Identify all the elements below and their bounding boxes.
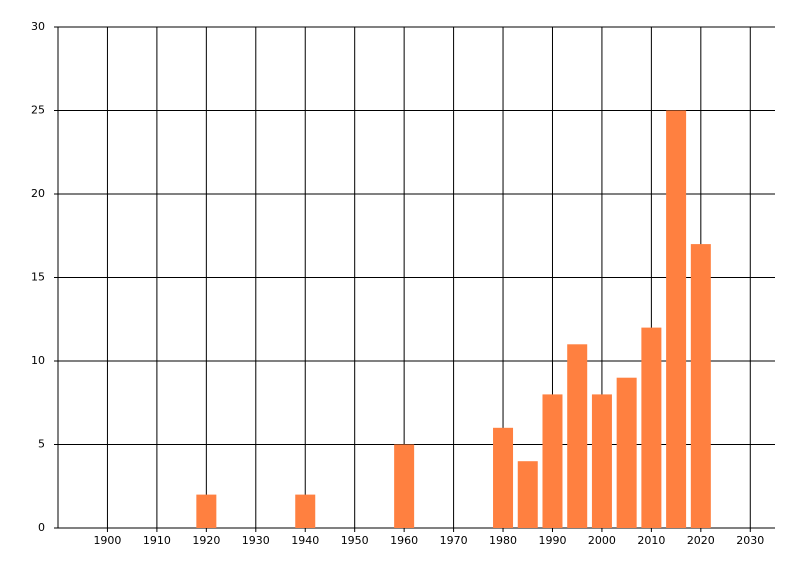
bar [591,394,612,528]
x-tick-label: 2020 [687,534,715,547]
x-tick-label: 1920 [192,534,220,547]
y-tick-label: 30 [31,20,45,33]
bar [542,394,563,528]
x-tick-label: 2030 [736,534,764,547]
x-tick-label: 1950 [341,534,369,547]
bar [666,110,687,528]
x-tick-label: 1940 [291,534,319,547]
bar [567,344,588,528]
bar [196,494,217,528]
bar [616,377,637,528]
y-tick-label: 20 [31,187,45,200]
x-tick-label: 1910 [143,534,171,547]
x-tick-label: 1930 [242,534,270,547]
x-tick-label: 1980 [489,534,517,547]
x-tick-label: 1900 [93,534,121,547]
bar [641,327,662,528]
y-tick-label: 5 [38,438,45,451]
x-tick-label: 2010 [637,534,665,547]
bar [493,427,514,528]
x-tick-label: 1990 [538,534,566,547]
bar [690,244,711,528]
y-tick-label: 0 [38,521,45,534]
x-tick-label: 1960 [390,534,418,547]
bar [295,494,316,528]
x-tick-label: 1970 [440,534,468,547]
bar [394,444,415,528]
bar [517,461,538,528]
y-tick-label: 15 [31,271,45,284]
x-tick-label: 2000 [588,534,616,547]
y-tick-label: 25 [31,104,45,117]
y-tick-label: 10 [31,354,45,367]
